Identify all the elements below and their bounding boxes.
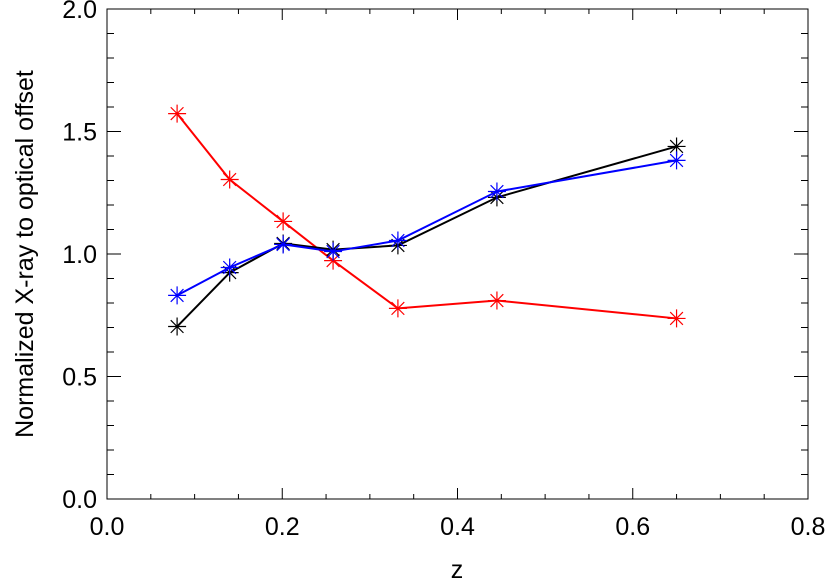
x-tick-label: 0.8 bbox=[791, 513, 826, 541]
point-marker bbox=[667, 137, 686, 156]
y-tick-label: 0.0 bbox=[62, 486, 97, 514]
y-tick-label: 0.5 bbox=[62, 364, 97, 392]
point-marker bbox=[168, 286, 187, 305]
point-marker bbox=[667, 309, 686, 328]
point-marker bbox=[324, 242, 343, 261]
point-marker bbox=[220, 258, 239, 277]
point-marker bbox=[388, 299, 407, 318]
x-tick-label: 0.2 bbox=[265, 513, 300, 541]
point-marker bbox=[487, 182, 506, 201]
plot-frame bbox=[106, 8, 809, 500]
point-marker bbox=[168, 317, 187, 336]
series-line bbox=[176, 159, 677, 297]
point-marker bbox=[667, 151, 686, 170]
x-tick-label: 0.6 bbox=[615, 513, 650, 541]
x-tick-label: 0.0 bbox=[90, 513, 125, 541]
point-marker bbox=[324, 251, 343, 270]
y-tick-label: 2.0 bbox=[62, 0, 97, 24]
point-marker bbox=[168, 104, 187, 123]
y-tick-label: 1.5 bbox=[62, 119, 97, 147]
series-line bbox=[176, 112, 677, 320]
y-tick-label: 1.0 bbox=[62, 241, 97, 269]
y-axis-label: Normalized X-ray to optical offset bbox=[11, 70, 39, 438]
point-marker bbox=[274, 212, 293, 231]
point-marker bbox=[220, 170, 239, 189]
x-axis-label: z bbox=[451, 556, 464, 583]
point-marker bbox=[388, 231, 407, 250]
point-marker bbox=[487, 291, 506, 310]
point-marker bbox=[274, 235, 293, 254]
x-tick-label: 0.4 bbox=[440, 513, 475, 541]
